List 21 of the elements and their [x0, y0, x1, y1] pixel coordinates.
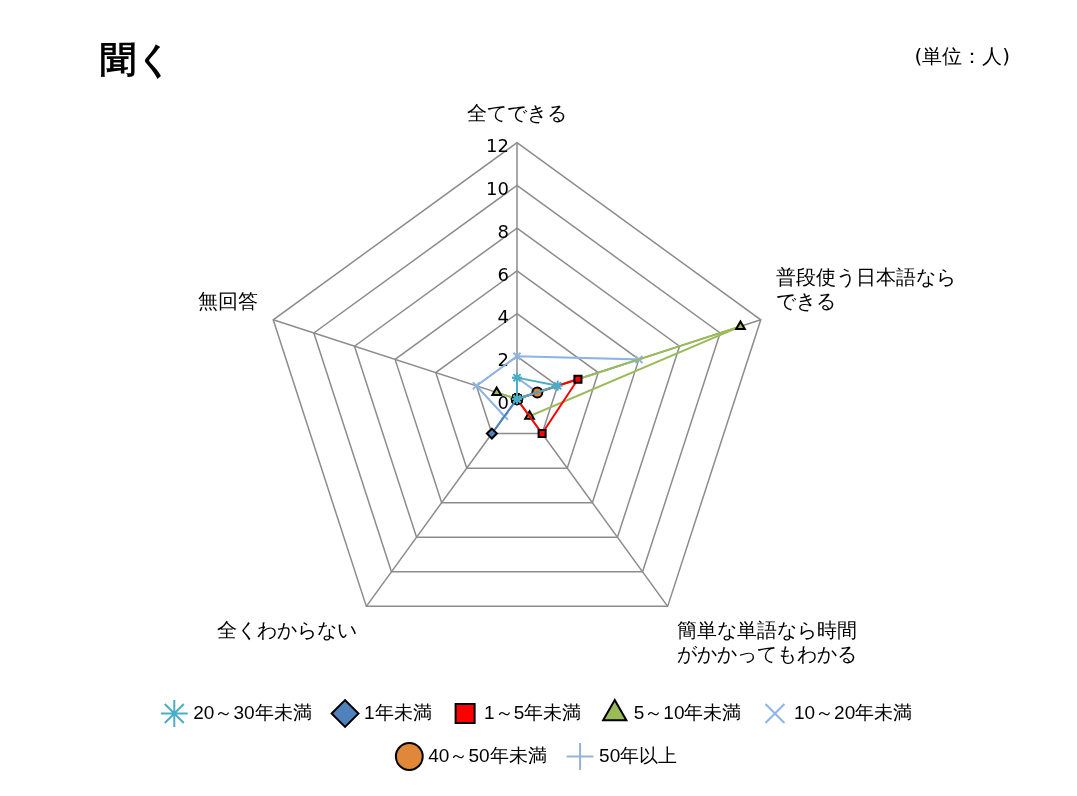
- y-tick-label: 12: [486, 135, 509, 157]
- legend-label: 1～5年未満: [484, 701, 582, 723]
- spoke-label: 無回答: [198, 290, 258, 313]
- chart-title: 聞く: [100, 38, 173, 80]
- spoke-label: 全てできる: [467, 102, 567, 125]
- text: (単位：人): [914, 44, 1010, 69]
- legend-label: 5～10年未満: [633, 701, 742, 723]
- y-tick-label: 4: [497, 306, 509, 328]
- y-tick-label: 8: [497, 220, 509, 242]
- legend-label: 20～30年未満: [193, 701, 312, 723]
- legend-label: 40～50年未満: [428, 744, 547, 766]
- spoke-label: 簡単な単語なら時間がかかってもわかる: [677, 618, 858, 665]
- legend-label: 50年以上: [599, 744, 678, 766]
- spoke-label: 全くわからない: [216, 618, 357, 641]
- legend-label: 10～20年未満: [793, 701, 913, 723]
- y-tick-label: 6: [497, 263, 509, 285]
- y-tick-label: 2: [497, 348, 509, 370]
- spoke-label: 普段使う日本語ならできる: [776, 266, 956, 313]
- y-tick-label: 10: [486, 178, 509, 200]
- y-tick-label: 0: [497, 391, 509, 413]
- legend-label: 1年未満: [364, 701, 432, 723]
